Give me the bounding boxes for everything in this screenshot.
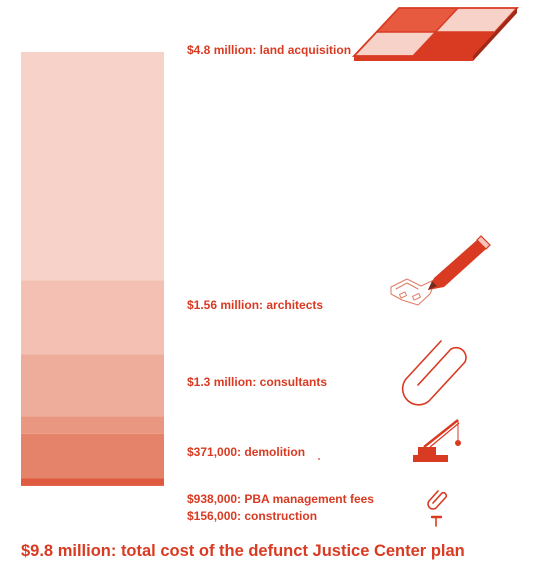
bar-segment-2 — [21, 280, 164, 355]
crane-icon — [413, 419, 461, 462]
bar-stack — [21, 52, 164, 486]
land-parcel-icon — [351, 7, 520, 61]
paperclip-icon — [401, 340, 467, 406]
segment-label-4: $371,000: demolition — [187, 445, 305, 459]
segment-label-1: $4.8 million: land acquisition — [187, 43, 351, 57]
chart-title: $9.8 million: total cost of the defunct … — [21, 542, 465, 560]
bar-segment-6 — [21, 478, 164, 486]
bar-segment-3 — [21, 354, 164, 417]
bar-segment-4 — [21, 416, 164, 434]
small-paperclip-icon — [427, 490, 448, 510]
bar-segment-5 — [21, 433, 164, 479]
hammer-icon — [430, 515, 443, 527]
segment-label-3: $1.3 million: consultants — [187, 375, 327, 389]
bar-segment-1 — [21, 52, 164, 281]
segment-label-5: $938,000: PBA management fees — [187, 492, 374, 506]
stray-dot — [318, 458, 320, 460]
segment-label-2: $1.56 million: architects — [187, 298, 323, 312]
segment-label-6: $156,000: construction — [187, 509, 317, 523]
pencil-blueprint-icon — [390, 235, 491, 306]
segment-labels: $4.8 million: land acquisition $1.56 mill… — [187, 43, 374, 523]
